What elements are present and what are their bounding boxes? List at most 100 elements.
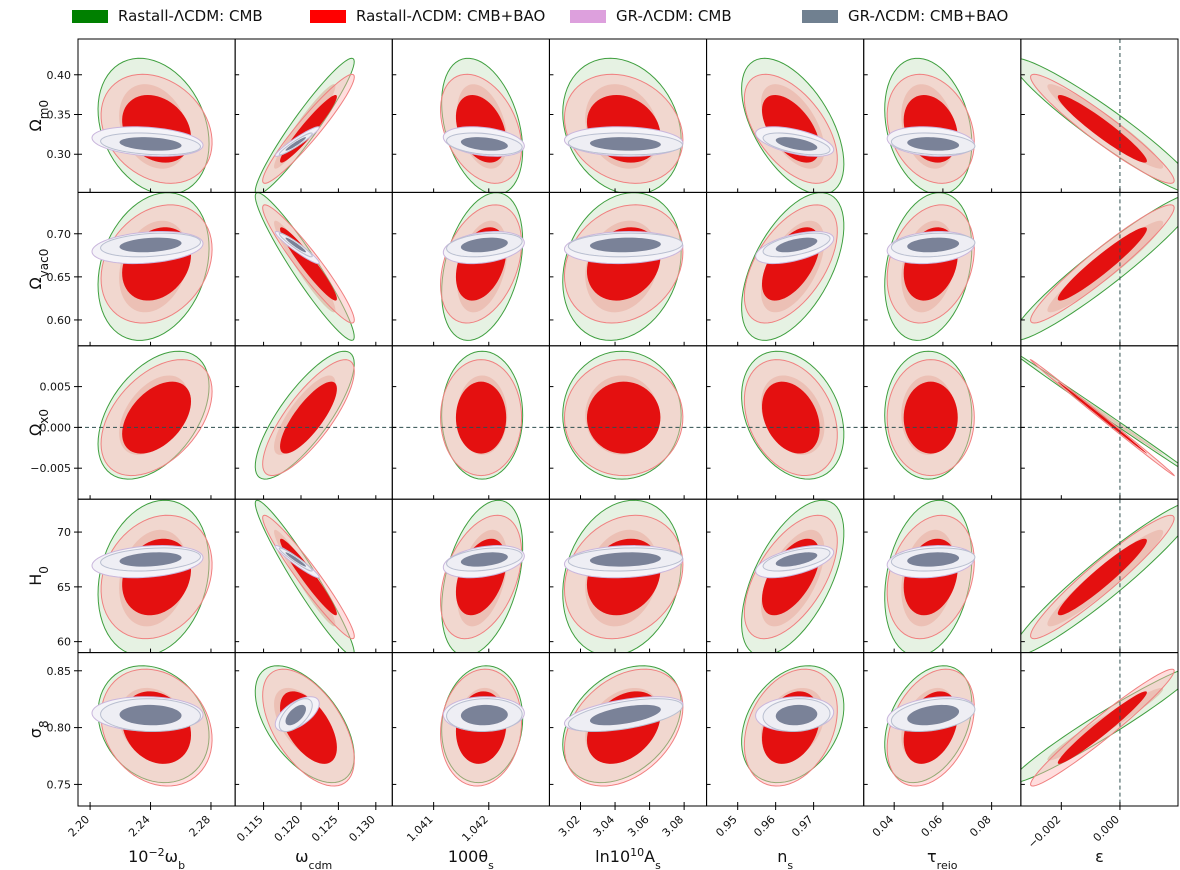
panel-Ox-tau [863, 345, 1022, 500]
contours [440, 499, 525, 653]
y-tick-label: −0.005 [30, 462, 71, 475]
contour-68-gr_bao [285, 552, 306, 567]
contour-68-rastall_bao [1057, 381, 1147, 454]
panel-Ox-wcdm [234, 345, 393, 500]
legend-swatch [802, 9, 838, 23]
y-tick-label: 0.75 [47, 778, 72, 791]
panel-s8-wb: 2.20 2.24 2.28 0.75 0.80 0.85 [47, 652, 236, 840]
contours [91, 665, 213, 787]
x-axis-title-wcdm: ωcdm [295, 847, 332, 870]
x-tick-label: 0.04 [870, 813, 897, 840]
panel-H0-theta [391, 498, 550, 654]
y-tick-label: 0.000 [40, 421, 72, 434]
panel-Ovac-ns [706, 191, 865, 347]
legend-item-rastall-cmb-bao: Rastall-ΛCDM: CMB+BAO [310, 6, 545, 26]
contours [741, 57, 845, 193]
contour-68-gr_bao [285, 137, 306, 151]
contour-68-gr_bao [907, 704, 960, 726]
legend-label: Rastall-ΛCDM: CMB [118, 7, 263, 25]
panel-s8-eps: −0.002 0.000 [1020, 652, 1179, 851]
contours [1020, 345, 1178, 500]
contour-68-gr_bao [589, 137, 661, 151]
y-axis-title-Om: Ωm0 [26, 100, 51, 132]
contour-68-rastall_bao [1057, 538, 1147, 616]
contour-68-gr_bao [590, 704, 661, 726]
contour-68-rastall_bao [586, 381, 661, 454]
contour-68-rastall_bao [1057, 94, 1147, 163]
legend-label: GR-ΛCDM: CMB+BAO [848, 7, 1009, 25]
contour-68-rastall_bao [762, 381, 820, 454]
contours [884, 192, 976, 341]
contours [706, 350, 864, 480]
x-tick-label: 1.041 [404, 813, 435, 844]
panel-s8-theta: 1.041 1.042 [391, 652, 550, 844]
panel-H0-wcdm [234, 498, 393, 654]
y-tick-label: 0.80 [47, 722, 72, 735]
x-tick-label: 0.125 [309, 813, 340, 844]
contour-68-gr_bao [907, 137, 960, 151]
panel-Ox-ns [706, 345, 865, 500]
contour-68-gr_bao [775, 704, 818, 726]
panel-Om-wb: 0.30 0.35 0.40 [47, 38, 236, 193]
panel-Ovac-As [548, 191, 708, 347]
contours [562, 499, 684, 653]
panel-Om-wcdm [234, 38, 393, 193]
contours [549, 350, 707, 480]
y-axis-title-H0: H0 [26, 566, 51, 586]
contour-68-gr_bao [460, 137, 508, 151]
contours [392, 350, 550, 480]
legend-label: Rastall-ΛCDM: CMB+BAO [356, 7, 546, 25]
contours [440, 665, 525, 787]
y-tick-label: 0.65 [47, 271, 72, 284]
contours [741, 192, 845, 341]
contours [91, 499, 213, 653]
contour-68-gr_bao [460, 552, 508, 567]
x-tick-label: 0.08 [967, 813, 994, 840]
x-axis-title-theta: 100θs [448, 847, 494, 870]
panel-H0-wb: 60 65 70 [57, 498, 236, 654]
panel-Om-theta [391, 38, 550, 193]
y-tick-label: 60 [57, 636, 71, 649]
contours [1020, 499, 1178, 653]
contour-68-gr_bao [775, 552, 818, 567]
x-axis-title-tau: τreio [927, 847, 958, 870]
x-tick-label: 2.28 [187, 813, 214, 840]
contours [562, 192, 684, 341]
contours [741, 499, 845, 653]
contour-68-gr_bao [775, 237, 818, 253]
contours [562, 57, 684, 193]
contours [1020, 39, 1178, 193]
panel-Ovac-theta [391, 191, 550, 347]
legend-item-rastall-cmb: Rastall-ΛCDM: CMB [72, 6, 263, 26]
x-tick-label: 0.97 [789, 813, 816, 840]
x-axis-title-As: ln1010As [595, 846, 661, 870]
contours [91, 192, 213, 341]
contours [235, 350, 393, 480]
contour-68-rastall_bao [903, 381, 958, 454]
x-tick-label: −0.002 [1025, 813, 1063, 851]
panel-s8-wcdm: 0.115 0.120 0.125 0.130 [234, 652, 393, 844]
panel-H0-eps [1020, 498, 1179, 654]
contour-68-rastall_bao [122, 381, 192, 454]
panel-H0-As [548, 498, 708, 654]
y-tick-label: 0.35 [47, 109, 72, 122]
contour-68-rastall_bao [1057, 227, 1147, 301]
contours [254, 57, 355, 193]
contour-68-rastall_bao [455, 381, 507, 454]
panel-s8-As: 3.02 3.04 3.06 3.08 [548, 652, 708, 840]
panel-s8-ns: 0.95 0.96 0.97 [706, 652, 865, 840]
y-tick-label: 0.30 [47, 148, 72, 161]
contour-68-gr_bao [285, 237, 306, 253]
contour-68-gr_bao [775, 137, 818, 151]
contours [863, 350, 1021, 480]
contours [440, 192, 525, 341]
legend: Rastall-ΛCDM: CMB Rastall-ΛCDM: CMB+BAO … [0, 0, 1180, 34]
panel-Ovac-tau [863, 191, 1022, 347]
y-tick-label: 65 [57, 581, 71, 594]
contours [91, 57, 213, 193]
contour-68-gr_bao [460, 237, 508, 253]
contours [254, 665, 355, 787]
panel-Ox-eps [1020, 345, 1179, 500]
panel-frame [1020, 652, 1179, 807]
x-tick-label: 3.02 [556, 813, 583, 840]
